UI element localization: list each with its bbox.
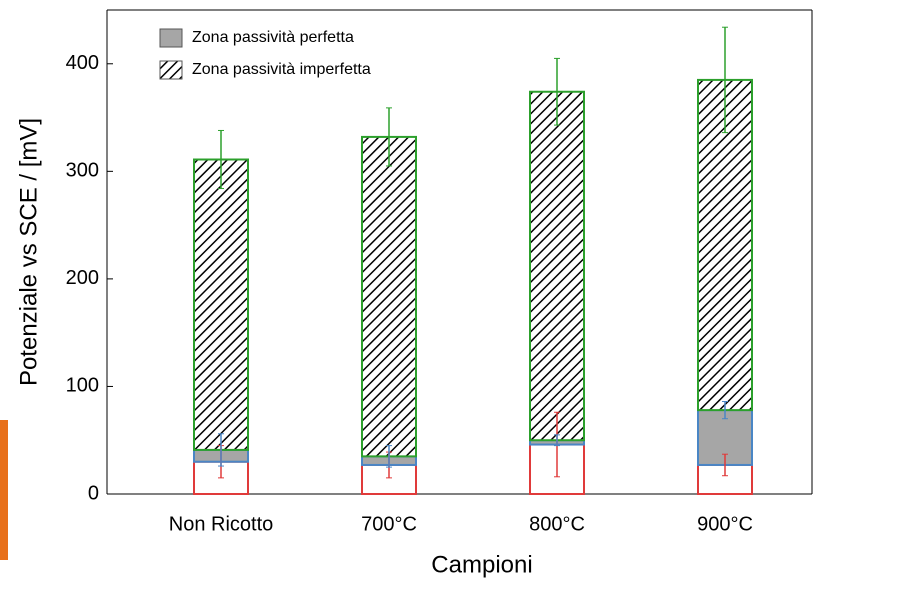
x-tick-label: Non Ricotto (169, 513, 274, 535)
bar-segment (529, 90, 585, 442)
y-tick-label: 0 (88, 482, 99, 504)
side-accent (0, 420, 8, 560)
y-tick-label: 400 (66, 52, 99, 74)
y-tick-label: 200 (66, 267, 99, 289)
bar-segment (361, 135, 417, 458)
x-tick-label: 800°C (529, 513, 585, 535)
legend-label: Zona passività perfetta (192, 29, 354, 46)
legend-label: Zona passività imperfetta (192, 61, 371, 78)
bar-segment (697, 463, 753, 495)
x-tick-label: 700°C (361, 513, 417, 535)
x-tick-label: 900°C (697, 513, 753, 535)
bar-segment (697, 78, 753, 412)
y-tick-label: 100 (66, 375, 99, 397)
bar-segment (193, 158, 249, 451)
legend-swatch (159, 28, 183, 48)
legend-swatch (159, 60, 183, 80)
y-axis-label: Potenziale vs SCE / [mV] (15, 118, 42, 386)
y-tick-label: 300 (66, 160, 99, 182)
x-axis-label: Campioni (431, 551, 532, 578)
